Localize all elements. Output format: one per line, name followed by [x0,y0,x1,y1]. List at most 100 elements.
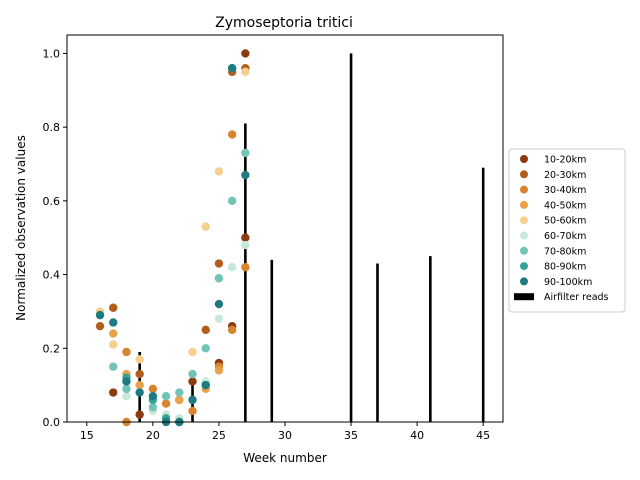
scatter-point [109,340,118,349]
legend-marker [520,246,528,255]
scatter-point [201,344,210,353]
legend-label: 10-20km [544,155,586,166]
scatter-point [135,355,144,364]
scatter-point [214,299,224,309]
scatter-point [95,321,105,331]
legend-label: 70-80km [544,246,586,257]
airfilter-bar [244,123,247,422]
scatter-point [95,310,105,320]
legend: 10-20km 20-30km 30-40km 40-50km 50-60km 60-70… [508,148,626,313]
x-tick-label: 15 [80,429,94,442]
scatter-point [227,63,237,73]
airfilter-bar [270,259,274,422]
scatter-point [122,392,131,401]
scatter-point [135,410,144,419]
scatter-point [201,222,210,231]
x-tick-label: 25 [212,429,226,442]
legend-marker [520,200,528,209]
legend-marker [520,170,528,179]
x-axis-label: Week number [243,451,327,465]
scatter-point [109,388,118,397]
x-tick-label: 35 [344,429,358,442]
chart-title: Zymoseptoria tritici [215,15,353,31]
legend-label: 30-40km [544,185,586,196]
legend-label: 50-60km [544,216,586,227]
legend-box [508,148,626,313]
scatter-point [109,303,118,312]
airfilter-bar [481,167,485,422]
y-axis-ticks: 0.0 0.2 0.4 0.6 0.8 1.0 [43,47,67,429]
scatter-point [188,347,197,357]
legend-label: Airfilter reads [544,292,609,303]
scatter-point [175,395,184,405]
x-tick-label: 45 [476,429,490,442]
airfilter-bar [429,256,432,422]
scatter-point [109,362,118,371]
scatter-point [161,392,171,401]
legend-label: 40-50km [544,200,586,211]
legend-label: 60-70km [544,231,586,242]
scatter-point [227,130,237,139]
scatter-point [188,406,197,416]
scatter-point [227,325,237,335]
y-axis-label: Normalized observation values [14,135,28,321]
x-tick-label: 40 [410,429,424,442]
legend-marker [520,216,528,225]
scatter-point [188,369,197,379]
legend-marker [520,262,528,271]
plot-frame-bg [67,35,503,422]
scatter-point [227,263,237,272]
scatter-point [148,392,158,401]
scatter-point [214,259,224,268]
scatter-point [201,325,210,335]
legend-marker [520,185,528,194]
airfilter-bar [349,53,353,423]
x-tick-label: 30 [278,429,292,442]
legend-marker [520,155,528,163]
scatter-point [135,388,144,397]
scatter-point [241,67,250,77]
scatter-point [122,347,131,357]
scatter-point [214,274,224,283]
scatter-point [241,148,250,158]
y-tick-label: 0.8 [43,121,61,134]
scatter-point [188,377,197,386]
legend-bar-swatch [514,293,534,301]
legend-label: 20-30km [544,170,586,181]
plot-area: 15 20 25 30 35 40 45 0.0 0.2 0.4 0.6 0.8 1.0 [43,34,504,442]
legend-label: 90-100km [544,277,592,288]
scatter-point [109,329,118,338]
scatter-point [214,167,224,176]
scatter-point [241,263,250,272]
scatter-point [135,380,144,390]
scatter-point [241,240,250,250]
y-tick-label: 1.0 [43,47,61,60]
scatter-point [227,196,237,206]
y-tick-label: 0.0 [43,416,61,429]
scatter-point [214,366,224,375]
legend-marker [520,231,528,240]
y-tick-label: 0.4 [43,269,61,282]
scatter-point [201,380,210,390]
scatter-points [95,49,250,427]
scatter-point [148,384,158,394]
scatter-point [241,49,250,58]
scatter-point [175,388,184,397]
y-tick-label: 0.6 [43,195,61,208]
airfilter-bar [376,263,379,422]
scatter-point [109,318,118,327]
scatter-point [122,377,131,386]
scatter-point [148,403,158,412]
y-tick-label: 0.2 [43,342,61,355]
legend-label: 80-90km [544,262,586,273]
x-tick-label: 20 [146,429,160,442]
scatter-point [135,369,144,379]
scatter-point [241,233,250,242]
scatter-point [241,170,250,180]
x-axis-ticks: 15 20 25 30 35 40 45 [80,422,490,442]
scatter-point [214,314,224,323]
scatter-point [188,395,197,405]
scatter-point [122,384,131,394]
scatter-point [161,399,171,408]
